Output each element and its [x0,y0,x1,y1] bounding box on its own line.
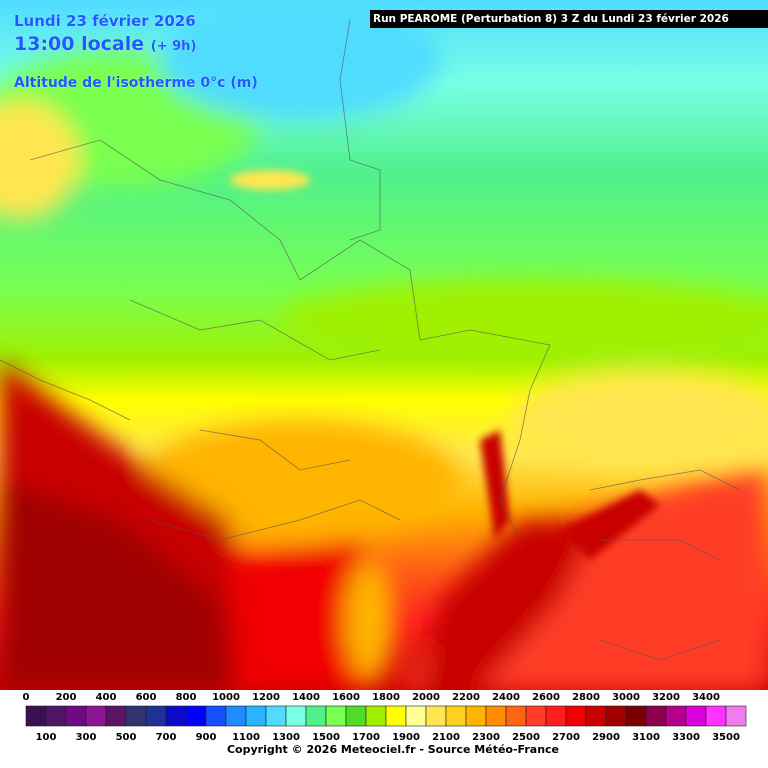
legend-swatch [525,705,547,727]
legend-swatch [465,705,487,727]
legend-label: 1000 [212,692,240,703]
legend: Copyright © 2026 Meteociel.fr - Source M… [23,692,747,756]
legend-label: 1400 [292,692,320,703]
legend-swatch [425,705,447,727]
legend-swatch [445,705,467,727]
legend-swatch [45,705,67,727]
legend-swatch [725,705,747,727]
legend-label: 3300 [672,732,700,743]
legend-swatch [485,705,507,727]
legend-swatch [285,705,307,727]
legend-swatch [25,705,47,727]
run-info: Run PEAROME (Perturbation 8) 3 Z du Lund… [370,10,768,28]
legend-label: 0 [23,692,30,703]
field-name: Altitude de l'isotherme 0°c (m) [14,75,258,91]
legend-swatch [585,705,607,727]
legend-label: 2600 [532,692,560,703]
legend-label: 1700 [352,732,380,743]
legend-swatch [205,705,227,727]
legend-swatch [545,705,567,727]
legend-label: 1500 [312,732,340,743]
map [0,0,768,690]
legend-label: 2500 [512,732,540,743]
legend-label: 3200 [652,692,680,703]
legend-label: 2700 [552,732,580,743]
legend-swatch [145,705,167,727]
time-label: 13:00 locale [14,33,145,55]
legend-label: 1600 [332,692,360,703]
legend-swatch [245,705,267,727]
legend-label: 2300 [472,732,500,743]
legend-label: 900 [196,732,217,743]
legend-label: 200 [56,692,77,703]
legend-label: 700 [156,732,177,743]
legend-label: 3500 [712,732,740,743]
legend-swatch [605,705,627,727]
legend-swatch [405,705,427,727]
legend-swatch [65,705,87,727]
legend-swatch [565,705,587,727]
time: 13:00 locale (+ 9h) [14,33,196,55]
legend-label: 100 [36,732,57,743]
legend-swatch [185,705,207,727]
legend-label: 300 [76,732,97,743]
legend-label: 2400 [492,692,520,703]
legend-swatch [505,705,527,727]
copyright: Copyright © 2026 Meteociel.fr - Source M… [227,743,559,756]
legend-label: 2100 [432,732,460,743]
legend-swatch [345,705,367,727]
legend-swatch [265,705,287,727]
legend-label: 1800 [372,692,400,703]
legend-label: 3100 [632,732,660,743]
legend-swatch [125,705,147,727]
legend-label: 500 [116,732,137,743]
legend-swatch [645,705,667,727]
legend-label: 1100 [232,732,260,743]
legend-swatch [385,705,407,727]
legend-label: 3000 [612,692,640,703]
legend-swatch [165,705,187,727]
legend-swatch [685,705,707,727]
legend-swatch [225,705,247,727]
legend-label: 600 [136,692,157,703]
legend-swatch [85,705,107,727]
legend-label: 2800 [572,692,600,703]
offset: (+ 9h) [150,39,197,54]
date: Lundi 23 février 2026 [14,12,196,30]
legend-label: 800 [176,692,197,703]
legend-swatch [365,705,387,727]
legend-swatch [705,705,727,727]
legend-label: 1200 [252,692,280,703]
legend-swatch [625,705,647,727]
legend-label: 3400 [692,692,720,703]
legend-swatch [325,705,347,727]
legend-swatch [305,705,327,727]
legend-swatch [665,705,687,727]
legend-label: 400 [96,692,117,703]
legend-label: 1300 [272,732,300,743]
legend-label: 2000 [412,692,440,703]
legend-label: 2200 [452,692,480,703]
legend-label: 1900 [392,732,420,743]
legend-label: 2900 [592,732,620,743]
legend-swatch [105,705,127,727]
